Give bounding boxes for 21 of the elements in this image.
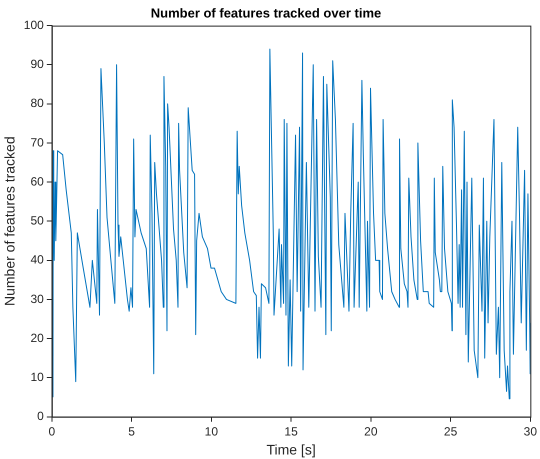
x-tick-label: 10 xyxy=(204,424,218,438)
y-tick-label: 10 xyxy=(30,370,44,384)
chart-title: Number of features tracked over time xyxy=(150,5,382,20)
y-tick-label: 0 xyxy=(37,409,44,424)
x-tick-label: 25 xyxy=(444,424,458,438)
y-tick-label: 40 xyxy=(30,252,44,267)
y-tick-label: 60 xyxy=(30,174,44,188)
y-axis-title: Number of features tracked xyxy=(1,136,18,306)
y-tick-label: 50 xyxy=(30,214,44,228)
x-tick-label: 15 xyxy=(284,424,298,438)
x-tick-label: 30 xyxy=(524,424,538,438)
x-tick-label: 5 xyxy=(128,424,136,438)
y-tick-label: 90 xyxy=(30,57,44,72)
y-tick-label: 80 xyxy=(30,96,44,110)
y-tick-label: 20 xyxy=(30,330,44,345)
x-tick-label: 0 xyxy=(48,424,56,438)
y-tick-label: 30 xyxy=(30,292,44,306)
y-tick-label: 100 xyxy=(24,18,44,32)
x-axis-title: Time [s] xyxy=(266,441,316,458)
y-tick-label: 70 xyxy=(30,135,44,150)
x-tick-label: 20 xyxy=(364,424,378,438)
